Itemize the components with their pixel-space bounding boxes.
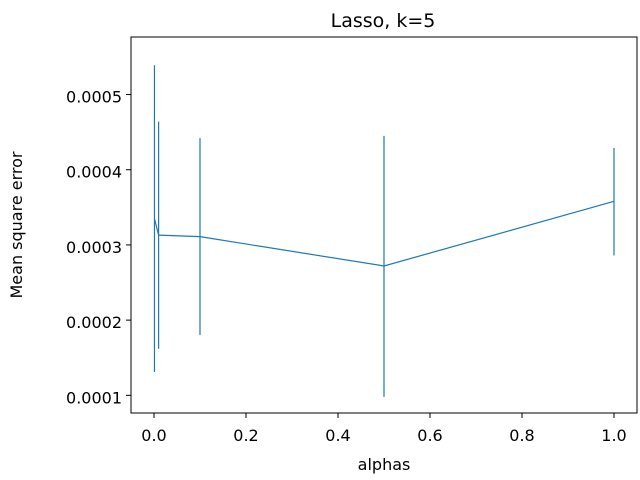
x-tick-label: 0.0 [141, 426, 166, 445]
y-tick-label: 0.0005 [66, 88, 122, 107]
axes-frame [130, 36, 638, 414]
y-axis-label: Mean square error [7, 151, 26, 298]
x-axis-ticks: 0.0 0.2 0.4 0.6 0.8 1.0 [141, 413, 627, 445]
x-tick-label: 0.4 [325, 426, 350, 445]
x-tick-label: 0.6 [417, 426, 442, 445]
x-tick-label: 0.2 [233, 426, 258, 445]
x-tick-label: 1.0 [601, 426, 626, 445]
x-tick-label: 0.8 [509, 426, 534, 445]
chart-title: Lasso, k=5 [331, 10, 436, 32]
y-tick-label: 0.0001 [66, 388, 122, 407]
plot-area [153, 65, 615, 397]
y-tick-label: 0.0003 [66, 238, 122, 257]
y-tick-label: 0.0004 [66, 163, 122, 182]
x-axis-label: alphas [358, 455, 411, 474]
series-line [153, 200, 615, 267]
y-tick-label: 0.0002 [66, 313, 122, 332]
y-axis-ticks: 0.0001 0.0002 0.0003 0.0004 0.0005 [66, 88, 131, 407]
